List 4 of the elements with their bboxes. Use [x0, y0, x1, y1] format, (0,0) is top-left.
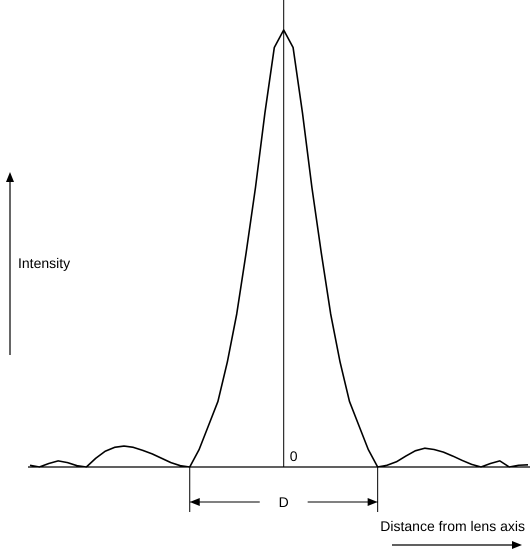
text: D [278, 494, 289, 510]
annotation: 0 [290, 448, 298, 464]
x-axis-title: Distance from lens axis [380, 518, 525, 534]
y-axis-title: Intensity [18, 255, 70, 271]
